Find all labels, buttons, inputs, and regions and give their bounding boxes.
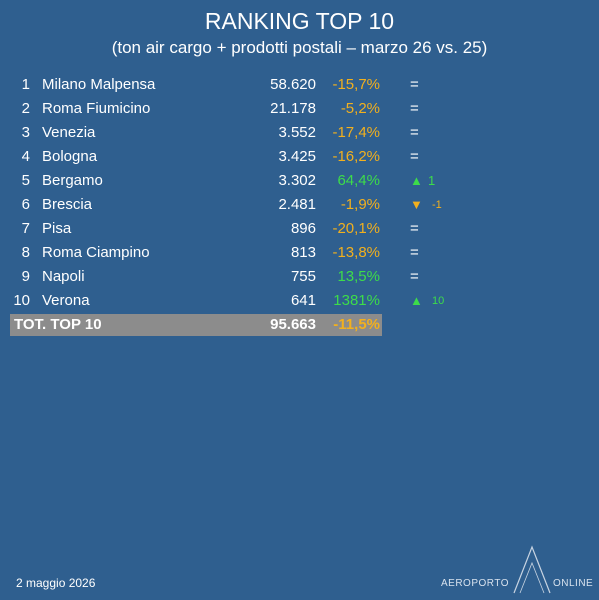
rank: 10	[13, 292, 30, 309]
trend-symbol: =	[410, 76, 419, 93]
tonnage: 58.620	[270, 76, 316, 93]
rank: 3	[21, 124, 30, 141]
total-row-bg	[10, 314, 382, 336]
trend-value: 10	[432, 295, 445, 307]
trend-value: 1	[428, 173, 436, 188]
change: -5,2%	[340, 100, 380, 117]
change: -17,4%	[332, 124, 380, 141]
airport-name: Napoli	[42, 268, 85, 285]
logo-text: AEROPORTO	[441, 578, 510, 589]
rank: 9	[21, 268, 30, 285]
tonnage: 755	[290, 268, 316, 285]
rank: 8	[21, 244, 30, 261]
trend-symbol: ▲	[410, 173, 423, 188]
airport-name: Venezia	[42, 124, 96, 141]
trend-symbol: =	[410, 268, 419, 285]
change: -13,8%	[332, 244, 380, 261]
trend-symbol: =	[410, 244, 419, 261]
change: -15,7%	[332, 76, 380, 93]
airport-name: Roma Fiumicino	[42, 100, 151, 117]
airport-name: Roma Ciampino	[42, 244, 150, 261]
rank: 6	[21, 196, 30, 213]
date: 2 maggio 2026	[16, 576, 96, 590]
logo-text: ONLINE	[553, 578, 594, 589]
rank: 2	[21, 100, 30, 117]
rank: 5	[21, 172, 30, 189]
tonnage: 21.178	[270, 100, 316, 117]
trend-symbol: =	[410, 148, 419, 165]
tonnage: 3.425	[278, 148, 316, 165]
title: RANKING TOP 10	[204, 8, 395, 34]
change: -16,2%	[332, 148, 380, 165]
airport-name: Milano Malpensa	[42, 76, 156, 93]
tonnage: 2.481	[278, 196, 316, 213]
airport-name: Brescia	[42, 196, 93, 213]
airport-name: Bologna	[42, 148, 98, 165]
change: -1,9%	[340, 196, 380, 213]
total-change: -11,5%	[333, 316, 380, 333]
tonnage: 813	[290, 244, 316, 261]
tonnage: 3.552	[278, 124, 316, 141]
logo-mark	[513, 545, 551, 594]
rank: 4	[21, 148, 30, 165]
tonnage: 641	[290, 292, 316, 309]
tonnage: 3.302	[278, 172, 316, 189]
airport-name: Verona	[42, 292, 90, 309]
tonnage: 896	[290, 220, 316, 237]
trend-symbol: =	[410, 124, 419, 141]
total-label: TOT. TOP 10	[14, 316, 102, 333]
trend-symbol: =	[410, 100, 419, 117]
airport-name: Bergamo	[42, 172, 103, 189]
trend-symbol: ▼	[410, 197, 423, 212]
change: 1381%	[333, 292, 380, 309]
change: 64,4%	[337, 172, 380, 189]
airport-name: Pisa	[42, 220, 72, 237]
rank: 1	[21, 76, 30, 93]
trend-symbol: ▲	[410, 293, 423, 308]
change: 13,5%	[337, 268, 380, 285]
subtitle: (ton air cargo + prodotti postali – marz…	[111, 38, 488, 57]
change: -20,1%	[332, 220, 380, 237]
trend-value: -1	[432, 199, 442, 211]
trend-symbol: =	[410, 220, 419, 237]
total-tons: 95.663	[270, 316, 316, 333]
rank: 7	[21, 220, 30, 237]
